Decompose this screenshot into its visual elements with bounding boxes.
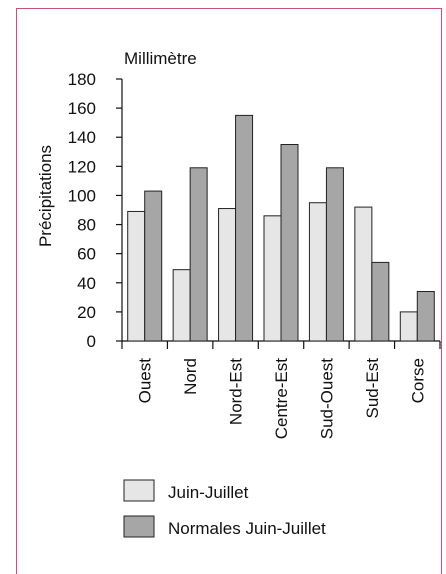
bar-juin-juillet-nord-est	[218, 208, 237, 342]
chart-frame	[16, 8, 442, 574]
y-tick-label: 40	[77, 274, 96, 293]
x-axis	[121, 340, 441, 349]
y-tick-label: 60	[77, 245, 96, 264]
y-tick-label: 80	[77, 216, 96, 235]
x-tick-labels: Ouest Nord Nord-Est Centre-Est Sud-Ouest Sud-…	[136, 358, 428, 440]
bar-normales-nord-est	[235, 114, 254, 342]
legend-swatch	[123, 479, 155, 502]
y-axis-title: Précipitations	[36, 145, 55, 247]
bar-juin-juillet-ouest	[127, 210, 146, 342]
bar-normales-sud-ouest	[325, 167, 344, 342]
y-tick-label: 140	[68, 128, 96, 147]
bar-normales-ouest	[144, 190, 163, 342]
bar-normales-centre-est	[280, 144, 299, 342]
unit-label: Millimètre	[124, 49, 197, 68]
x-tick-label: Nord	[181, 358, 200, 395]
bar-juin-juillet-sud-ouest	[308, 202, 327, 342]
x-tick-label: Centre-Est	[272, 358, 291, 440]
bar-normales-sud-est	[371, 261, 390, 342]
x-tick-label: Sud-Est	[363, 358, 382, 419]
legend-label: Normales Juin-Juillet	[168, 519, 326, 538]
x-tick-label: Ouest	[136, 358, 155, 404]
bar-juin-juillet-centre-est	[263, 215, 282, 342]
x-tick-label: Nord-Est	[227, 358, 246, 425]
y-axis: 0 20 40 60 80 100 120 140 160 180	[68, 70, 123, 351]
x-tick-label: Sud-Ouest	[317, 358, 336, 440]
y-tick-label: 20	[77, 303, 96, 322]
bar-juin-juillet-nord	[172, 269, 191, 342]
y-tick-label: 0	[87, 332, 96, 351]
bar-normales-nord	[189, 167, 208, 342]
legend-swatch	[123, 515, 155, 538]
bars	[127, 114, 435, 342]
x-tick-label: Corse	[408, 358, 427, 403]
bar-juin-juillet-sud-est	[354, 206, 373, 342]
legend-label: Juin-Juillet	[168, 483, 249, 502]
y-tick-label: 160	[68, 99, 96, 118]
bar-normales-corse	[416, 291, 435, 342]
y-tick-label: 120	[68, 157, 96, 176]
bar-juin-juillet-corse	[399, 311, 418, 342]
y-tick-label: 100	[68, 186, 96, 205]
y-tick-label: 180	[68, 70, 96, 89]
legend: Juin-Juillet Normales Juin-Juillet	[123, 479, 326, 538]
